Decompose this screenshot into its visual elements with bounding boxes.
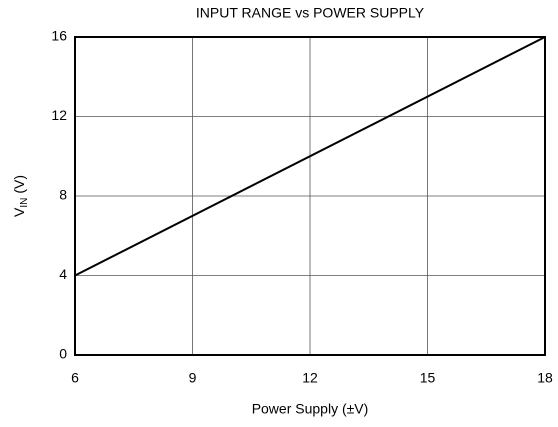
x-tick-label: 9 (189, 370, 197, 386)
y-label-unit: (V) (11, 175, 27, 194)
y-axis-label: VIN (V) (11, 175, 30, 217)
data-line (74, 36, 546, 277)
y-label-sub: IN (19, 198, 30, 208)
y-tick-label: 16 (51, 28, 67, 44)
x-tick-label: 12 (302, 370, 318, 386)
chart-title: INPUT RANGE vs POWER SUPPLY (196, 5, 425, 21)
x-tick-label: 18 (537, 370, 553, 386)
y-tick-label: 0 (59, 346, 67, 362)
y-tick-label: 8 (59, 187, 67, 203)
x-axis-label: Power Supply (±V) (252, 401, 369, 417)
y-label-main: V (11, 207, 27, 217)
y-tick-label: 4 (59, 266, 67, 282)
x-tick-label: 15 (420, 370, 436, 386)
x-tick-label: 6 (71, 370, 79, 386)
y-tick-label: 12 (51, 107, 67, 123)
plot-border (74, 36, 546, 356)
